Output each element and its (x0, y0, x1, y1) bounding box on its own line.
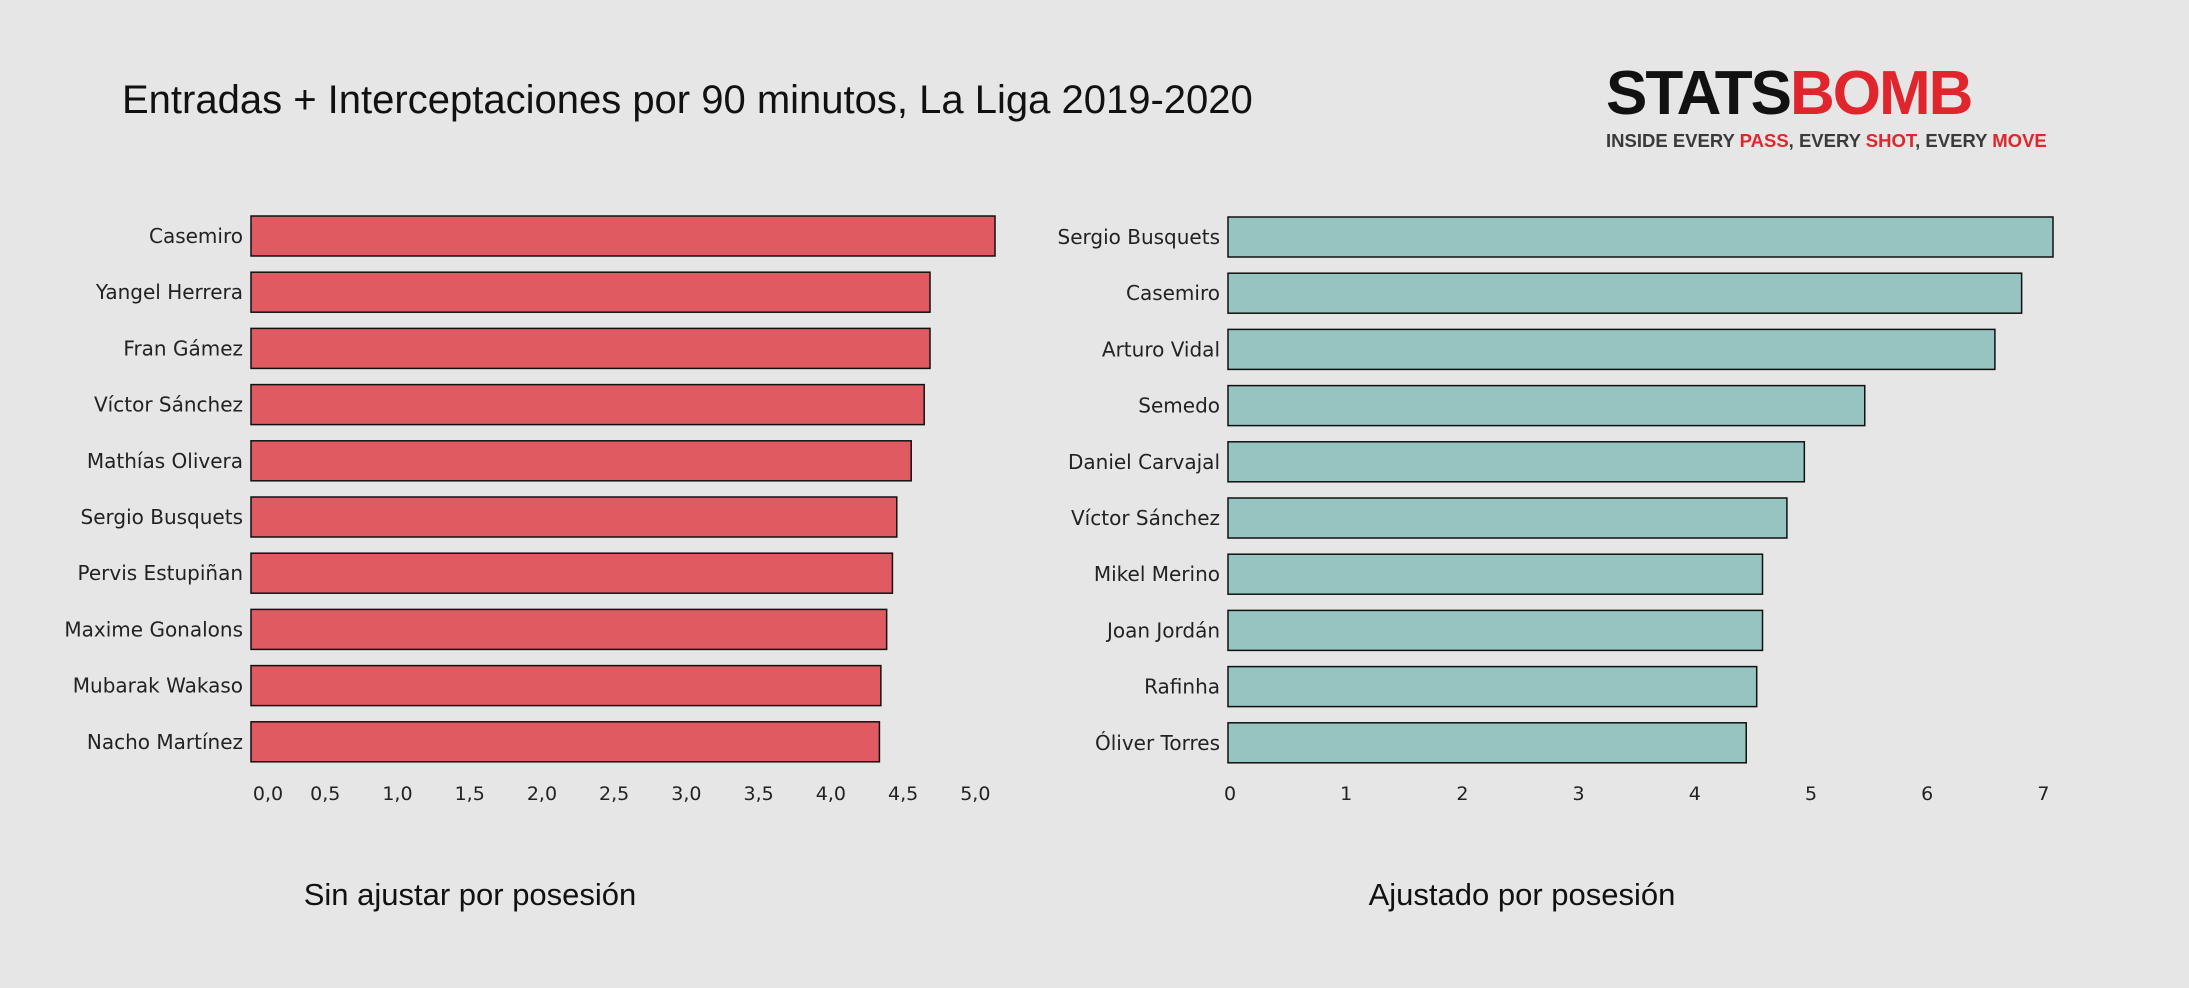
x-tick-label: 2,5 (599, 783, 629, 805)
x-tick-label: 0,5 (310, 783, 340, 805)
logo-word-bomb: BOMB (1790, 59, 1973, 128)
category-label: Sergio Busquets (81, 505, 243, 529)
category-label: Maxime Gonalons (64, 617, 243, 641)
category-label: Arturo Vidal (1102, 337, 1220, 361)
x-tick-label: 2 (1456, 783, 1468, 805)
bar (250, 664, 882, 707)
x-tick-label: 0 (1224, 783, 1236, 805)
bar (1227, 384, 1866, 427)
bar (1227, 553, 1764, 595)
bar (1227, 272, 2023, 314)
logo-tag-part: SHOT (1865, 130, 1916, 151)
x-tick-label: 3,0 (671, 783, 701, 805)
x-tick-label: 4 (1689, 783, 1701, 805)
logo-tag-part: MOVE (1992, 130, 2047, 151)
x-tick-label: 5,0 (960, 783, 990, 805)
bar (1227, 665, 1758, 708)
x-tick-label: 2,0 (527, 783, 557, 805)
category-label: Daniel Carvajal (1068, 450, 1220, 474)
category-label: Semedo (1138, 394, 1220, 418)
x-tick-label: 6 (1921, 783, 1933, 805)
x-tick-label: 3 (1573, 783, 1585, 805)
bar (1227, 441, 1806, 483)
logo-tag-part: PASS (1739, 130, 1789, 151)
bar (250, 721, 881, 763)
x-tick-label: 0,0 (253, 783, 283, 805)
category-label: Yangel Herrera (95, 280, 243, 304)
x-tick-label: 4,5 (888, 783, 918, 805)
category-label: Pervis Estupiñan (78, 561, 243, 585)
logo-tag-part: , EVERY (1915, 130, 1993, 151)
bar (250, 552, 894, 594)
bar (250, 496, 898, 538)
category-label: Óliver Torres (1095, 731, 1220, 755)
category-label: Rafinha (1144, 675, 1220, 699)
bar (250, 271, 931, 313)
logo-tag-part: , EVERY (1788, 130, 1866, 151)
bar (250, 215, 996, 257)
x-tick-label: 3,5 (744, 783, 774, 805)
category-label: Mubarak Wakaso (73, 674, 243, 698)
bar (250, 327, 931, 370)
category-label: Casemiro (1126, 281, 1220, 305)
bar (1227, 722, 1747, 764)
logo-wordmark: STATSBOMB (1606, 62, 2046, 126)
logo-word-stats: STATS (1606, 59, 1792, 128)
bar (1227, 216, 2054, 258)
bar (1227, 609, 1764, 652)
x-tick-label: 1 (1340, 783, 1352, 805)
x-tick-label: 1,0 (382, 783, 412, 805)
category-label: Fran Gámez (123, 336, 243, 360)
panel-subtitle: Ajustado por posesión (1369, 877, 1676, 912)
bar (250, 608, 888, 651)
x-tick-label: 4,0 (816, 783, 846, 805)
category-label: Joan Jordán (1105, 618, 1220, 642)
bar (1227, 497, 1788, 539)
category-label: Casemiro (149, 224, 243, 248)
category-label: Nacho Martínez (87, 730, 243, 754)
bar (250, 440, 912, 482)
statsbomb-logo: STATSBOMB INSIDE EVERY PASS, EVERY SHOT,… (1606, 62, 2047, 158)
logo-tag-part: INSIDE EVERY (1606, 130, 1740, 151)
logo-tagline: INSIDE EVERY PASS, EVERY SHOT, EVERY MOV… (1606, 130, 2047, 152)
category-label: Mathías Olivera (87, 449, 243, 473)
x-tick-label: 1,5 (455, 783, 485, 805)
x-tick-label: 5 (1805, 783, 1817, 805)
category-label: Mikel Merino (1094, 562, 1220, 586)
category-label: Víctor Sánchez (1071, 506, 1220, 530)
category-label: Sergio Busquets (1058, 225, 1220, 249)
category-label: Víctor Sánchez (94, 393, 243, 417)
chart-title: Entradas + Interceptaciones por 90 minut… (122, 78, 1253, 122)
bar (1227, 328, 1996, 371)
bar (250, 383, 925, 426)
x-tick-label: 7 (2037, 783, 2049, 805)
panel-subtitle: Sin ajustar por posesión (304, 877, 637, 912)
